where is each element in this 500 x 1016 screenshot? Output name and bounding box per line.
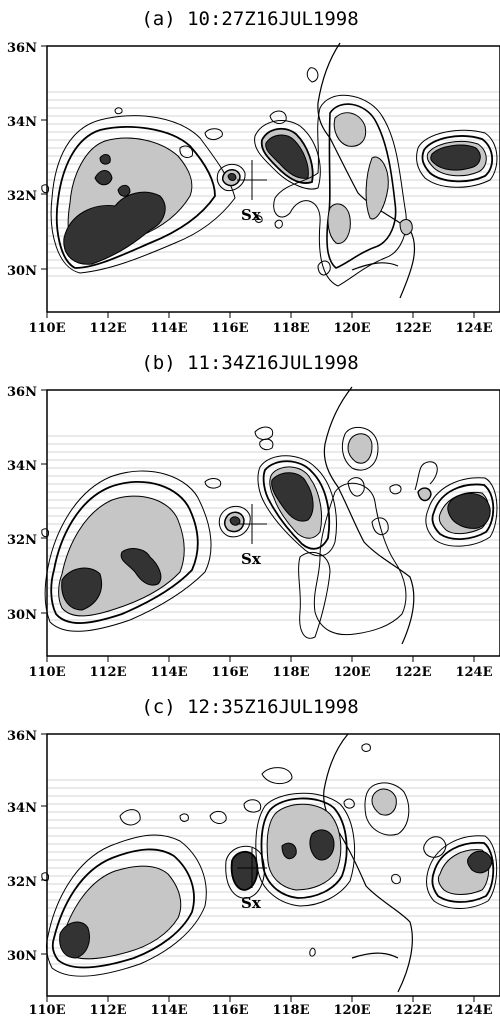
cloud-west: [44, 470, 212, 632]
lon-tick-label: 110E: [28, 665, 65, 680]
lat-tick-label: 32N: [7, 533, 37, 548]
lon-tick-label: 118E: [272, 321, 309, 336]
panel-title: (b) 11:34Z16JUL1998: [141, 352, 359, 374]
lat-tick-label: 34N: [7, 459, 37, 474]
lon-tick-label: 114E: [150, 321, 187, 336]
map-panel-c: Sx 36N 34N 32N 30N 110E 112E 114E 116E 1…: [7, 729, 500, 1016]
lon-tick-label: 110E: [28, 1003, 65, 1016]
site-label: Sx: [241, 894, 262, 912]
lon-tick-label: 122E: [394, 665, 431, 680]
cloud-center-north: [255, 767, 356, 907]
map-frame: [46, 45, 500, 313]
lon-tick-label: 120E: [333, 1003, 370, 1016]
panel-title: (c) 12:35Z16JUL1998: [141, 696, 359, 718]
lon-tick-label: 116E: [211, 1003, 248, 1016]
cloud-center-small: [216, 163, 246, 192]
lat-tick-label: 30N: [7, 949, 37, 964]
lon-tick-label: 110E: [28, 321, 65, 336]
lon-tick-label: 118E: [272, 665, 309, 680]
lat-tick-label: 30N: [7, 264, 37, 279]
lon-tick-label: 120E: [333, 321, 370, 336]
lon-tick-label: 112E: [89, 321, 126, 336]
lat-tick-label: 36N: [7, 729, 37, 744]
lat-axis: 36N 34N 32N 30N: [7, 729, 47, 964]
site-label: Sx: [241, 206, 262, 224]
panel-b: (b) 11:34Z16JUL1998: [0, 352, 500, 680]
cloud-center-north: [254, 110, 321, 190]
cloud-east: [416, 129, 498, 188]
lat-tick-label: 34N: [7, 115, 37, 130]
cloud-center-small: [209, 799, 265, 899]
lat-tick-label: 32N: [7, 189, 37, 204]
lon-axis: 110E 112E 114E 116E 118E 120E 122E 124E: [28, 996, 493, 1016]
lon-tick-label: 114E: [150, 665, 187, 680]
lon-tick-label: 114E: [150, 1003, 187, 1016]
map-panel-b: Sx 36N 34N 32N 30N 110E 112E 114E 116E 1…: [7, 385, 500, 680]
panel-c: (c) 12:35Z16JUL1998: [0, 696, 500, 1016]
lat-tick-label: 34N: [7, 801, 37, 816]
lon-tick-label: 118E: [272, 1003, 309, 1016]
lon-tick-label: 124E: [455, 321, 492, 336]
map-frame: [46, 733, 500, 997]
station-marker: [237, 848, 267, 888]
coastline: [323, 733, 413, 993]
lat-axis: 36N 34N 32N 30N: [7, 41, 47, 279]
lon-tick-label: 124E: [455, 665, 492, 680]
lon-axis: 110E 112E 114E 116E 118E 120E 122E 124E: [28, 656, 493, 680]
lon-tick-label: 116E: [211, 665, 248, 680]
lat-tick-label: 36N: [7, 385, 37, 400]
lat-tick-label: 32N: [7, 875, 37, 890]
lon-tick-label: 122E: [394, 321, 431, 336]
small-contours: [41, 438, 402, 639]
lon-tick-label: 120E: [333, 665, 370, 680]
cloud-center-small: [218, 505, 251, 538]
lon-axis: 110E 112E 114E 116E 118E 120E 122E 124E: [28, 312, 493, 336]
lon-tick-label: 112E: [89, 665, 126, 680]
cloud-west: [45, 809, 207, 977]
site-label: Sx: [241, 550, 262, 568]
coastline: [317, 42, 416, 299]
coastline: [323, 386, 415, 645]
cloud-east-central: [343, 782, 410, 836]
lon-tick-label: 122E: [394, 1003, 431, 1016]
small-contours: [41, 107, 283, 229]
cloud-east-central: [313, 426, 407, 636]
cloud-east: [414, 461, 498, 547]
lat-axis: 36N 34N 32N 30N: [7, 385, 47, 623]
cloud-east: [423, 835, 498, 909]
cloud-west: [50, 115, 236, 274]
lon-tick-label: 116E: [211, 321, 248, 336]
map-frame: [46, 389, 500, 657]
station-marker: [237, 160, 267, 200]
panel-a: (a) 10:27Z16JUL1998: [0, 8, 500, 336]
lon-tick-label: 112E: [89, 1003, 126, 1016]
lat-tick-label: 30N: [7, 608, 37, 623]
station-marker: [237, 504, 267, 544]
panel-title: (a) 10:27Z16JUL1998: [141, 8, 359, 30]
map-panel-a: Sx 36N 34N 32N 30N 110E 112E 114E 116E 1…: [7, 41, 500, 336]
cloud-east-central: [273, 67, 413, 287]
lon-tick-label: 124E: [455, 1003, 492, 1016]
cloud-center-north: [254, 426, 337, 557]
small-contours: [41, 743, 401, 957]
lat-tick-label: 36N: [7, 41, 37, 56]
